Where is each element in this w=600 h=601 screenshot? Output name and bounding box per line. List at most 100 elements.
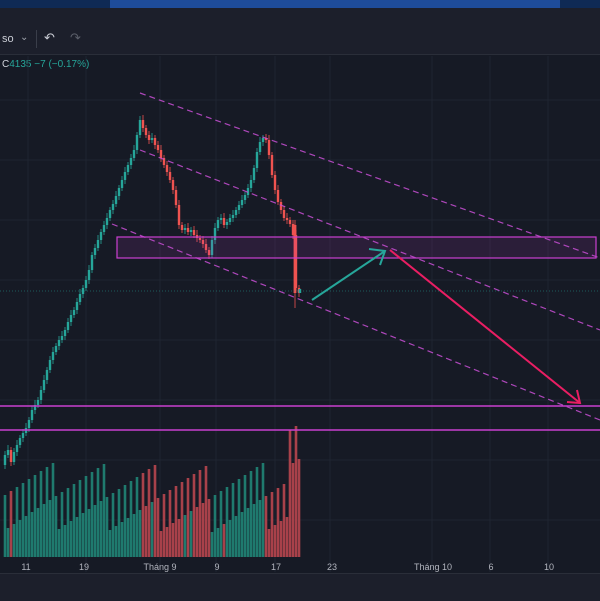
undo-icon[interactable]: ↶ [44, 30, 55, 45]
volume-bar [138, 510, 142, 557]
volume-bar [129, 481, 133, 557]
candle-body [42, 380, 46, 390]
candle-body [144, 128, 148, 135]
volume-bar [87, 509, 91, 557]
volume-bar [156, 498, 160, 557]
candle-body [117, 188, 121, 196]
candle-body [21, 433, 25, 438]
volume-bar [54, 496, 58, 557]
volume-bar [252, 504, 256, 557]
x-axis-label: 6 [488, 562, 493, 572]
x-axis-label: Tháng 9 [143, 562, 176, 572]
candle-body [252, 168, 256, 180]
volume-bar [15, 487, 19, 557]
volume-bar [105, 497, 109, 557]
x-axis-label: 9 [214, 562, 219, 572]
x-axis-label: 10 [544, 562, 554, 572]
candle-body [225, 222, 229, 225]
projection-arrow-up [311, 250, 386, 301]
volume-bar [192, 474, 196, 557]
candle-body [231, 215, 235, 218]
candle-body [102, 225, 106, 232]
candle-body [75, 302, 79, 310]
volume-bar [270, 492, 274, 557]
volume-bar [135, 477, 139, 557]
volume-bar [111, 493, 115, 557]
volume-bar [51, 463, 55, 557]
candle-body [270, 155, 274, 175]
volume-bar [78, 480, 82, 557]
volume-bar [267, 529, 271, 557]
projection-arrow-down-head [566, 389, 582, 405]
volume-bar [282, 484, 286, 557]
volume-bar [99, 501, 103, 557]
volume-bar [222, 524, 226, 557]
volume-bar [120, 522, 124, 557]
candle-body [180, 225, 184, 230]
candle-body [141, 120, 145, 128]
symbol-fragment[interactable]: so [2, 33, 14, 45]
candle-body [48, 360, 52, 370]
volume-bar [93, 505, 97, 557]
candle-body [243, 195, 247, 200]
volume-bar [159, 531, 163, 557]
ohlc-legend: C4135 −7 (−0.17%) [2, 59, 89, 70]
annotations [0, 92, 600, 431]
candle-body [189, 230, 193, 232]
volume-bar [216, 528, 220, 557]
candle-body [213, 228, 217, 240]
close-value: 4135 [9, 59, 32, 70]
volume-bar [69, 521, 73, 557]
change-percent: (−0.17%) [48, 59, 90, 70]
volume-bar [72, 484, 76, 557]
volume-bar [36, 508, 40, 557]
candle-body [27, 420, 31, 428]
volume-bar [180, 482, 184, 557]
volume-bar [18, 520, 22, 557]
volume-bar [210, 532, 214, 557]
volume-bar [6, 528, 10, 557]
candle-body [147, 135, 151, 140]
volume-bar [39, 471, 43, 557]
candle-body [240, 200, 244, 205]
candle-body [105, 218, 109, 225]
volume-bar [12, 524, 16, 557]
volume-bar [213, 495, 217, 557]
candle-body [99, 232, 103, 240]
volume-bar [102, 464, 106, 557]
candle-body [123, 172, 127, 180]
volume-bar [201, 503, 205, 557]
candle-body [298, 289, 302, 293]
candle-body [138, 120, 142, 135]
x-axis-label: 11 [21, 562, 30, 572]
volume-bar [273, 525, 277, 557]
candle-body [156, 145, 160, 150]
candle-body [6, 450, 10, 455]
candle-body [201, 240, 205, 244]
candle-body [234, 210, 238, 215]
volume-bar [231, 483, 235, 557]
candle-body [120, 180, 124, 188]
candle-body [279, 202, 283, 210]
candle-body [288, 220, 292, 224]
channel-middle-line [139, 149, 600, 331]
candle-body [192, 230, 196, 235]
chevron-down-icon[interactable]: ⌄ [20, 32, 29, 43]
candle-body [45, 370, 49, 380]
volume-bar [225, 487, 229, 557]
candle-body [60, 336, 64, 340]
volume-bar [33, 475, 37, 557]
candle-body [93, 248, 97, 255]
volume-bar [261, 463, 265, 557]
channel-lower-line [111, 223, 600, 421]
candle-body [66, 322, 70, 330]
candle-body [261, 138, 265, 142]
x-axis-label: 23 [327, 562, 337, 572]
volume-bar [141, 473, 145, 557]
candle-body [171, 180, 175, 190]
candle-body [3, 455, 7, 465]
volume-bar [237, 479, 241, 557]
volume-bar [207, 499, 211, 557]
projection-arrow-up-head [368, 248, 387, 266]
